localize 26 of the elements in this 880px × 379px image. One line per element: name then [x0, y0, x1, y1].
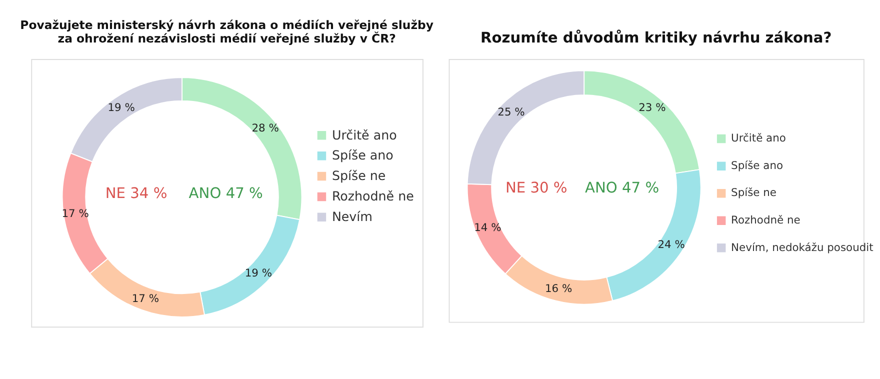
- text: ANO 47 %: [188, 185, 264, 202]
- data-label: 17 %: [62, 207, 89, 220]
- data-label: 19 %: [244, 266, 272, 280]
- data-label: 17 %: [132, 292, 160, 305]
- data-label: 16 %: [544, 282, 572, 295]
- legend-label: Spíše ano: [731, 158, 784, 172]
- data-label: 25 %: [498, 105, 525, 118]
- chart-title: Považujete ministerský návrh zákona o médiích veřejné služby za ohrožení nezávislosti médií veřejné služby v ČR?: [20, 18, 434, 46]
- legend-label: Spíše ano: [332, 148, 394, 163]
- data-label: 14 %: [474, 221, 502, 234]
- legend-label: Spíše ne: [731, 186, 776, 200]
- legend-label: Rozhodně ne: [731, 214, 800, 226]
- legend-label: Nevím: [332, 209, 372, 224]
- legend-label: Nevím, nedokážu posoudit: [731, 240, 874, 254]
- text: NE 34 %: [105, 185, 168, 202]
- text: ANO 47 %: [584, 179, 660, 196]
- legend-label: Spíše ne: [332, 168, 386, 184]
- data-label: 28 %: [252, 121, 279, 134]
- data-label: 23 %: [638, 100, 666, 114]
- data-label: 24 %: [658, 238, 685, 252]
- data-label: 19 %: [108, 100, 135, 114]
- legend-label: Určitě ano: [731, 132, 786, 145]
- chart-title: Rozumíte důvodům kritiky návrhu zákona?: [480, 29, 832, 46]
- legend-label: Rozhodně ne: [332, 188, 414, 204]
- text: NE 30 %: [505, 179, 568, 196]
- legend-label: Určitě ano: [332, 127, 398, 142]
